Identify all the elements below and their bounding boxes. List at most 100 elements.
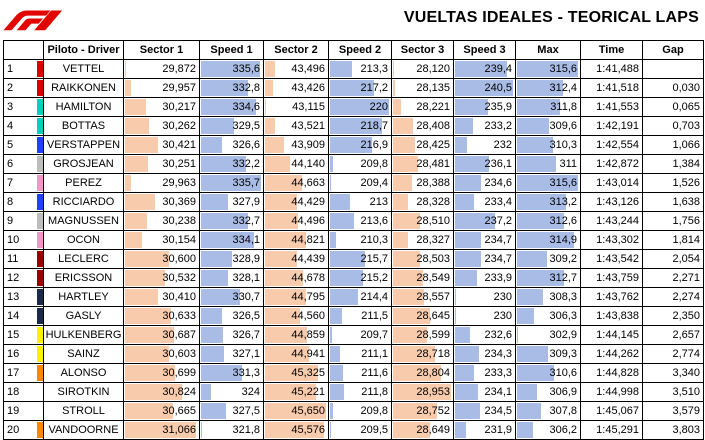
cell-value: 31,066 xyxy=(162,424,196,436)
data-bar xyxy=(517,137,553,153)
cell-value: 43,521 xyxy=(291,120,325,132)
table-row: 20 VANDOORNE 31,066 321,8 45,576 209,5 28,649 2… xyxy=(3,420,704,440)
team-color-swatch xyxy=(36,327,43,343)
col-header-time: Time xyxy=(580,40,643,60)
data-bar xyxy=(517,80,563,96)
data-bar xyxy=(201,251,232,267)
sector2-cell: 43,115 xyxy=(263,97,329,117)
data-bar xyxy=(393,156,419,172)
gap-cell: 2,271 xyxy=(642,268,704,288)
sector1-cell: 31,066 xyxy=(123,420,200,440)
data-bar xyxy=(393,137,415,153)
cell-value: 240,5 xyxy=(484,82,512,94)
cell-value: 315,6 xyxy=(549,63,577,75)
cell-value: 44,496 xyxy=(291,215,325,227)
col-header-speed3: Speed 3 xyxy=(453,40,516,60)
speed2-cell: 211,1 xyxy=(328,344,392,364)
cell-value: 28,135 xyxy=(416,82,450,94)
data-bar xyxy=(125,251,169,267)
data-bar xyxy=(201,175,261,191)
cell-value: 28,649 xyxy=(416,424,450,436)
cell-value: 309,2 xyxy=(549,253,577,265)
data-bar xyxy=(393,80,395,96)
time-cell: 1:42,872 xyxy=(580,154,643,174)
position-cell: 2 xyxy=(3,78,37,98)
cell-value: 3,579 xyxy=(672,405,700,417)
sector3-cell: 28,388 xyxy=(391,173,454,193)
cell-value: 3,340 xyxy=(672,367,700,379)
data-bar xyxy=(517,270,565,286)
team-color-cell xyxy=(36,154,44,174)
speed1-cell: 332,7 xyxy=(199,211,264,231)
cell-value: 306,3 xyxy=(549,310,577,322)
data-bar xyxy=(393,175,413,191)
cell-value: 44,941 xyxy=(291,348,325,360)
driver-cell: HULKENBERG xyxy=(43,325,124,345)
table-row: 17 ALONSO 30,699 331,3 45,325 211,6 28,804 233,… xyxy=(3,363,704,383)
position-cell: 7 xyxy=(3,173,37,193)
cell-value: 217,2 xyxy=(360,82,388,94)
speed1-cell: 334,1 xyxy=(199,230,264,250)
driver-cell: VERSTAPPEN xyxy=(43,135,124,155)
data-bar xyxy=(455,99,488,115)
table-row: 16 SAINZ 30,603 327,1 44,941 211,1 28,718 234,3… xyxy=(3,344,704,364)
cell-value: 1:45,291 xyxy=(596,424,639,436)
data-bar xyxy=(201,384,211,400)
cell-value: 1:43,244 xyxy=(596,215,639,227)
time-cell: 1:41,553 xyxy=(580,97,643,117)
speed3-cell: 234,6 xyxy=(453,173,516,193)
table-header-row: Piloto - Driver Sector 1 Speed 1 Sector … xyxy=(3,40,704,60)
gap-cell: 2,657 xyxy=(642,325,704,345)
team-color-cell xyxy=(36,135,44,155)
team-color-cell xyxy=(36,382,44,402)
cell-value: 29,872 xyxy=(162,63,196,75)
max-speed-cell: 309,3 xyxy=(515,344,581,364)
speed1-cell: 328,1 xyxy=(199,268,264,288)
sector1-cell: 30,687 xyxy=(123,325,200,345)
data-bar xyxy=(265,156,290,172)
table-row: 6 GROSJEAN 30,251 332,2 44,140 209,8 28,481 236… xyxy=(3,154,704,174)
sector3-cell: 28,425 xyxy=(391,135,454,155)
speed3-cell: 236,1 xyxy=(453,154,516,174)
team-color-swatch xyxy=(36,346,43,362)
cell-value: 30,687 xyxy=(162,329,196,341)
cell-value: 28,599 xyxy=(416,329,450,341)
max-speed-cell: 310,6 xyxy=(515,363,581,383)
cell-value: 1,638 xyxy=(672,196,700,208)
sector3-cell: 28,649 xyxy=(391,420,454,440)
driver-cell: ERICSSON xyxy=(43,268,124,288)
cell-value: 0,703 xyxy=(672,120,700,132)
max-speed-cell: 302,9 xyxy=(515,325,581,345)
sector3-cell: 28,718 xyxy=(391,344,454,364)
cell-value: 1:43,014 xyxy=(596,177,639,189)
data-bar xyxy=(393,365,441,381)
speed2-cell: 211,5 xyxy=(328,306,392,326)
data-bar xyxy=(201,308,222,324)
cell-value: 209,8 xyxy=(360,158,388,170)
table-row: 10 OCON 30,154 334,1 44,821 210,3 28,327 234,7 3… xyxy=(3,230,704,250)
col-header-driver: Piloto - Driver xyxy=(43,40,124,60)
cell-value: 1:43,542 xyxy=(596,253,639,265)
table-row: 13 HARTLEY 30,410 330,7 44,795 214,4 28,557 230… xyxy=(3,287,704,307)
data-bar xyxy=(265,327,308,343)
cell-value: 213 xyxy=(369,196,388,208)
sector2-cell: 43,496 xyxy=(263,59,329,79)
cell-value: 230 xyxy=(493,310,512,322)
f1-logo xyxy=(3,10,63,31)
sector3-cell: 28,221 xyxy=(391,97,454,117)
data-bar xyxy=(455,422,466,438)
data-bar xyxy=(265,422,325,438)
data-bar xyxy=(265,213,299,229)
gap-cell xyxy=(642,59,704,79)
cell-value: 234,3 xyxy=(484,348,512,360)
cell-value: 332,8 xyxy=(232,82,260,94)
cell-value: 326,6 xyxy=(232,139,260,151)
cell-value: 44,821 xyxy=(291,234,325,246)
table-row: 18 SIROTKIN 30,824 324 45,221 211,8 28,953 234,… xyxy=(3,382,704,402)
cell-value: 313,2 xyxy=(549,196,577,208)
data-bar xyxy=(201,270,229,286)
time-cell: 1:44,262 xyxy=(580,344,643,364)
data-bar xyxy=(125,118,149,134)
speed3-cell: 233,2 xyxy=(453,116,516,136)
speed1-cell: 326,7 xyxy=(199,325,264,345)
